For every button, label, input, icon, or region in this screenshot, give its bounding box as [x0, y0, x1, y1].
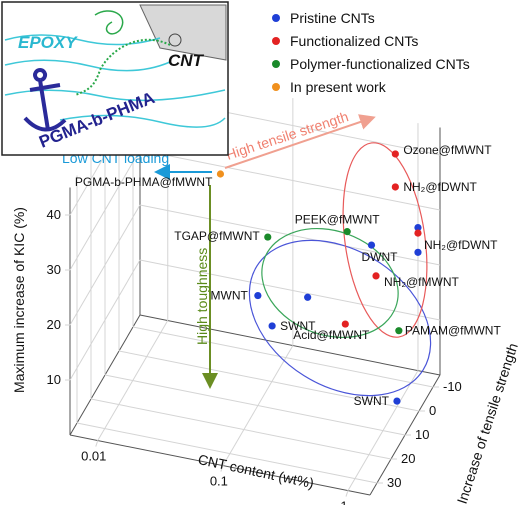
arrows: [154, 114, 376, 389]
y-axis-title: Increase of tensile strength: [454, 341, 520, 505]
point-label: PEEK@fMWNT: [295, 213, 381, 227]
annotation: High tensile strength: [224, 108, 350, 163]
y-tick-label: -10: [443, 379, 462, 394]
z-tick-label: 10: [47, 372, 61, 387]
x-tick-label: 1: [340, 499, 347, 505]
point: [414, 223, 422, 232]
legend-marker: [272, 60, 280, 68]
point: [264, 233, 272, 241]
point: [216, 170, 225, 178]
legend-marker: [272, 14, 280, 22]
point: [367, 241, 376, 249]
inset-label: CNT: [168, 51, 205, 70]
point-label: SWNT: [354, 394, 390, 408]
point-label: SWNT: [280, 319, 316, 333]
tick-mark: [220, 465, 224, 472]
cnt-hole: [168, 33, 182, 47]
y-tick-label: 10: [415, 427, 429, 442]
point: [395, 327, 403, 335]
legend-label: In present work: [290, 79, 387, 95]
grid-line: [132, 326, 434, 388]
point: [268, 322, 276, 330]
z-tick-label: 20: [47, 317, 61, 332]
anchor-icon: [23, 68, 67, 132]
point-label: TGAP@fMWNT: [174, 229, 260, 243]
point: [254, 291, 262, 300]
legend-label: Pristine CNTs: [290, 10, 375, 26]
x-tick-label: 0.1: [210, 474, 228, 489]
y-tick-label: 20: [401, 451, 415, 466]
legend: Pristine CNTs Functionalized CNTs Polymer-…: [272, 10, 470, 95]
inset-label: EPOXY: [18, 33, 78, 52]
box-edge: [69, 434, 371, 496]
z-axis-title: Maximum increase of KIC (%): [11, 207, 27, 393]
z-tick-label: 40: [47, 207, 61, 222]
x-tick-label: 0.01: [81, 449, 106, 464]
point: [414, 248, 422, 256]
point-label: NH₂@fMWNT: [384, 275, 459, 289]
cnt-tube: [139, 4, 227, 61]
grid-line: [118, 350, 420, 412]
inset: EPOXY CNT PGMA-b-PHMA: [1, 1, 229, 156]
point-label: PGMA-b-PHMA@fMWNT: [75, 175, 213, 189]
arrow-tensile: [224, 114, 376, 169]
point: [372, 272, 380, 280]
point: [343, 228, 351, 236]
point-label: Acid@fMWNT: [293, 328, 370, 342]
point-label: NH₂@fDWNT: [424, 238, 498, 252]
ellipse-functionalized: [342, 142, 428, 338]
grid-line: [139, 204, 441, 266]
annotation: High toughness: [194, 248, 210, 345]
legend-marker: [272, 83, 280, 91]
point: [391, 183, 399, 191]
grid-line: [76, 422, 378, 484]
polymer-chain: [74, 38, 171, 96]
polymer-coil: [94, 10, 124, 35]
point-label: MWNT: [211, 289, 249, 303]
y-tick-label: 30: [387, 475, 401, 490]
point: [414, 229, 422, 237]
point-label: Ozone@fMWNT: [403, 143, 492, 157]
legend-marker: [272, 37, 280, 45]
point: [304, 293, 312, 301]
grid-line: [139, 259, 441, 321]
point-label: PAMAM@fMWNT: [405, 324, 502, 338]
epoxy-waves: [4, 34, 226, 128]
grid-line: [90, 398, 392, 460]
tick-mark: [345, 490, 349, 497]
ellipse-pristine: [248, 239, 432, 397]
grid-line: [104, 374, 406, 436]
point: [391, 150, 399, 158]
grid-line: [139, 149, 441, 211]
points: MWNT SWNT DWNT SWNT Ozone@fMWNT NH₂@fDWNT NH₂@…: [75, 143, 502, 408]
y-tick-label: 0: [429, 403, 436, 418]
point-label: DWNT: [361, 250, 398, 264]
tick-mark: [95, 440, 99, 447]
point-label: NH₂@fDWNT: [403, 180, 477, 194]
legend-label: Functionalized CNTs: [290, 33, 418, 49]
point: [341, 320, 349, 328]
box-edge: [139, 314, 441, 376]
z-tick-label: 30: [47, 262, 61, 277]
point: [393, 397, 401, 405]
legend-label: Polymer-functionalized CNTs: [290, 56, 470, 72]
